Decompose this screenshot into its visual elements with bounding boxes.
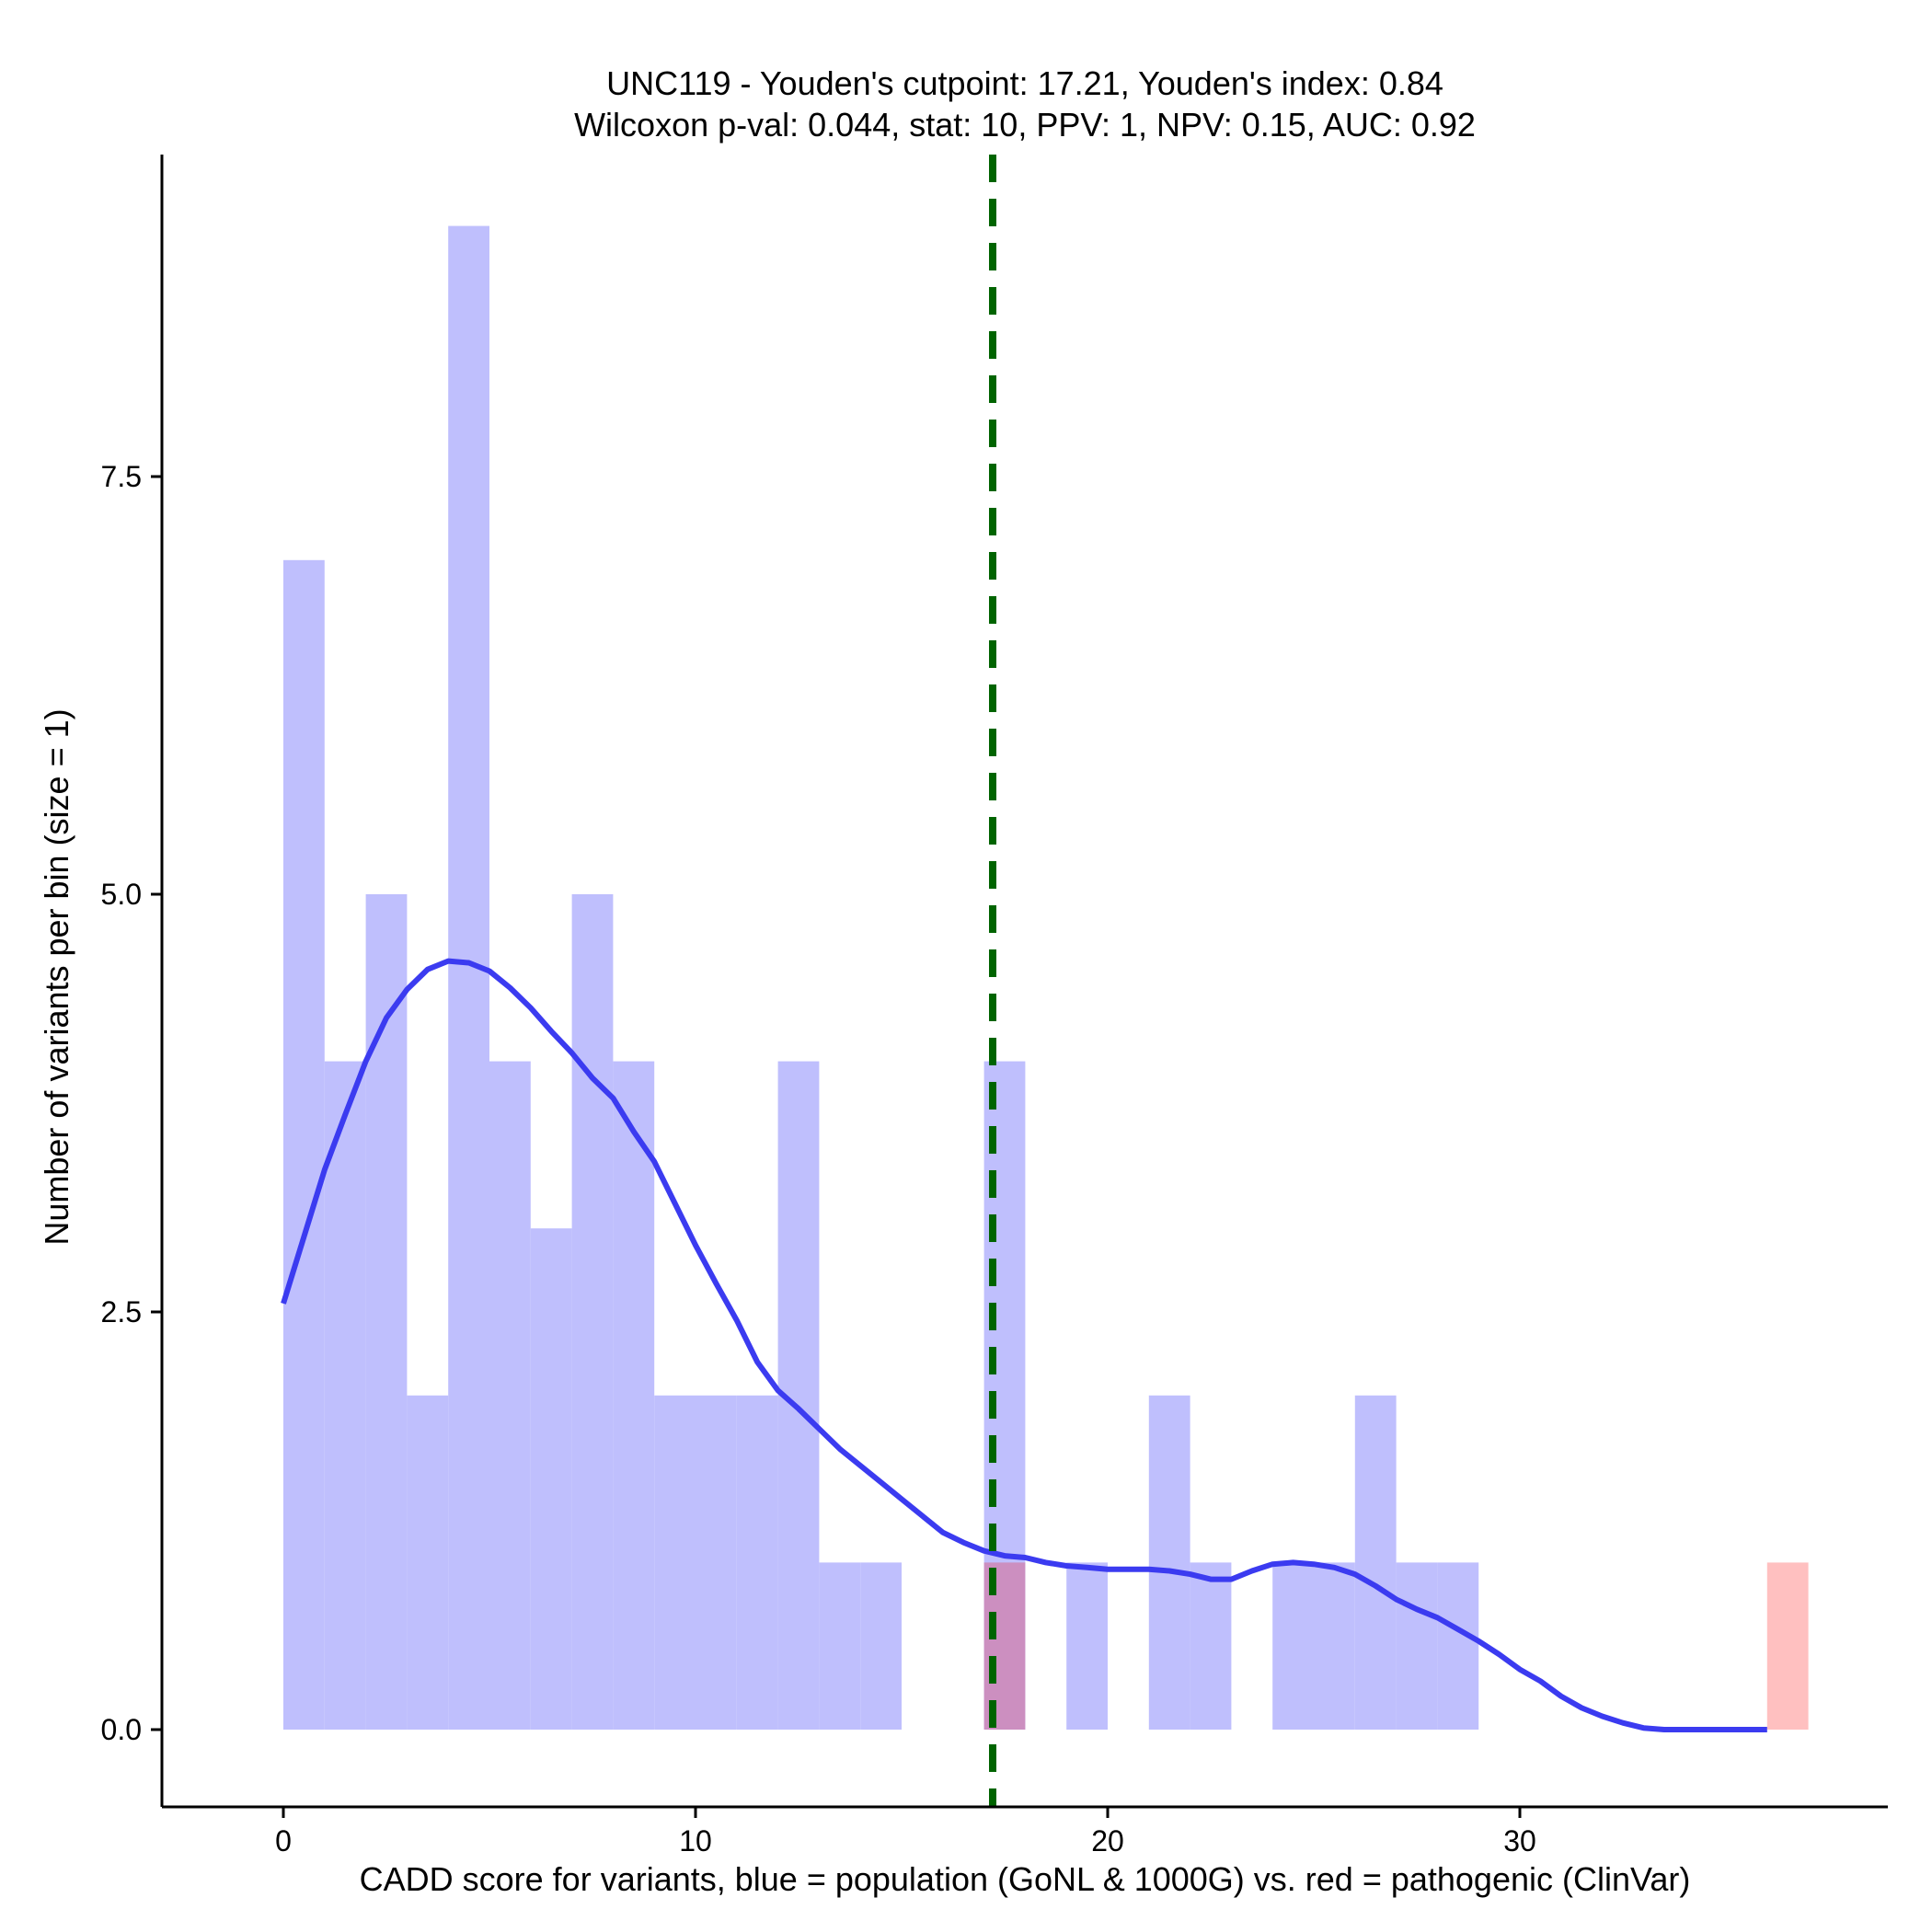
population-bar-25	[1314, 1562, 1355, 1730]
population-bar-14	[860, 1562, 902, 1730]
y-tick-label: 5.0	[101, 878, 142, 911]
chart-subtitle: Wilcoxon p-val: 0.044, stat: 10, PPV: 1,…	[574, 106, 1476, 144]
population-bar-24	[1272, 1562, 1314, 1730]
population-bar-26	[1354, 1395, 1397, 1730]
x-axis-ticks: 0 10 20 30	[275, 1807, 1536, 1857]
population-bar-4	[448, 225, 489, 1731]
population-bar-1	[324, 1061, 366, 1730]
population-bar-5	[489, 1061, 531, 1730]
population-bar-21	[1148, 1395, 1190, 1730]
population-bar-9	[654, 1395, 696, 1730]
y-axis-ticks: 0.0 2.5 5.0 7.5	[101, 460, 162, 1746]
population-bar-3	[407, 1395, 449, 1730]
population-bar-11	[736, 1395, 778, 1730]
y-tick-label: 0.0	[101, 1713, 142, 1746]
population-bar-19	[1066, 1562, 1108, 1730]
population-bar-7	[571, 894, 614, 1730]
y-axis-title: Number of variants per bin (size = 1)	[38, 708, 75, 1245]
x-tick-label: 0	[275, 1824, 292, 1857]
x-axis-title: CADD score for variants, blue = populati…	[360, 1860, 1691, 1898]
population-bar-28	[1437, 1562, 1479, 1730]
population-bar-10	[696, 1395, 737, 1730]
population-bars	[283, 225, 1479, 1731]
chart-title: UNC119 - Youden's cutpoint: 17.21, Youde…	[606, 64, 1443, 102]
x-tick-label: 10	[679, 1824, 712, 1857]
y-tick-label: 2.5	[101, 1295, 142, 1328]
population-bar-2	[365, 894, 408, 1730]
pathogenic-bar-36	[1766, 1562, 1809, 1730]
population-bar-27	[1396, 1562, 1438, 1730]
pathogenic-bars	[983, 1562, 1809, 1730]
population-bar-22	[1190, 1562, 1232, 1730]
population-bar-8	[613, 1061, 655, 1730]
x-tick-label: 20	[1091, 1824, 1124, 1857]
population-bar-6	[530, 1228, 572, 1730]
x-tick-label: 30	[1503, 1824, 1536, 1857]
population-bar-0	[283, 559, 325, 1730]
population-bar-13	[819, 1562, 861, 1730]
y-tick-label: 7.5	[101, 460, 142, 493]
density-curve	[281, 958, 1767, 1732]
